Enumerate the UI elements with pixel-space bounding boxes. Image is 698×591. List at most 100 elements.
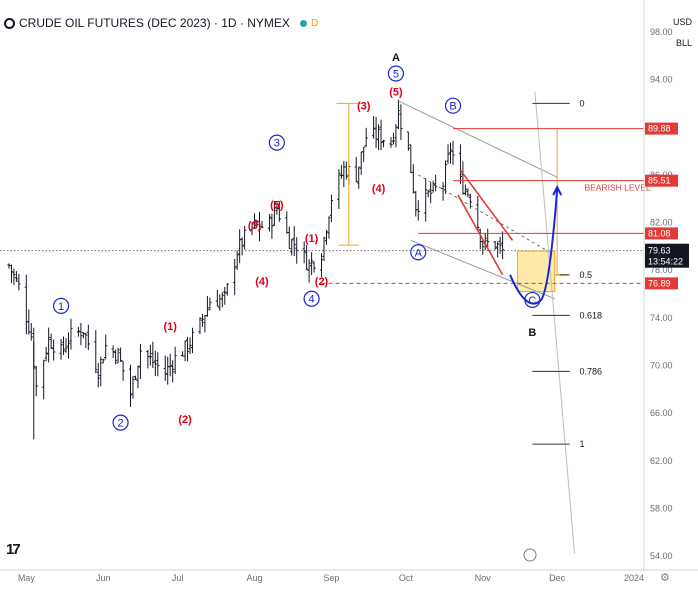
wave-label: (2) <box>178 414 192 426</box>
ohlc-bar <box>185 336 190 362</box>
ohlc-bar <box>49 333 53 350</box>
y-tick-label: 54.00 <box>650 551 673 561</box>
wave-circle <box>444 97 462 114</box>
ohlc-bar <box>389 137 393 148</box>
ohlc-bar <box>29 323 33 341</box>
projection-arrowhead <box>552 184 563 196</box>
ohlc-bar <box>240 237 244 256</box>
ohlc-bar <box>151 341 155 369</box>
x-tick-label: Nov <box>475 573 492 583</box>
x-tick-label: 2024 <box>624 573 644 583</box>
ohlc-bar <box>133 375 138 380</box>
ohlc-bar <box>148 344 152 366</box>
tradingview-logo: 17 <box>6 541 21 558</box>
x-tick-label: Jun <box>96 573 111 583</box>
market-status-icon <box>299 19 307 27</box>
ohlc-bar <box>362 146 366 162</box>
ohlc-bar <box>86 324 90 351</box>
ohlc-bar <box>198 317 202 334</box>
ohlc-bar <box>52 339 56 361</box>
wave-circle <box>112 414 129 431</box>
symbol-title[interactable]: CRUDE OIL FUTURES (DEC 2023) · 1D · NYME… <box>19 16 290 30</box>
y-tick-label: 94.00 <box>650 74 673 84</box>
y-tick-label: 70.00 <box>650 360 673 370</box>
channel-mid-dashed <box>418 174 550 253</box>
wave-label: (5) <box>389 86 403 98</box>
ohlc-bar <box>44 346 48 362</box>
ohlc-bar <box>163 355 167 381</box>
currency-selector[interactable]: USD <box>672 17 692 27</box>
ohlc-bar <box>243 225 247 250</box>
wave-label: (1) <box>163 321 177 333</box>
ohlc-bar <box>394 123 398 148</box>
ohlc-bar <box>461 161 465 195</box>
ohlc-bar <box>17 273 21 291</box>
ohlc-bar <box>399 104 403 140</box>
ohlc-bar <box>287 226 291 250</box>
unit-selector[interactable]: BLL <box>675 38 692 48</box>
ohlc-bar <box>302 241 306 264</box>
ohlc-bar <box>84 332 88 349</box>
wave-label: B <box>449 101 456 113</box>
ohlc-bar <box>7 263 11 269</box>
price-tag-label: 85.51 <box>648 176 671 186</box>
ohlc-bar <box>270 213 274 239</box>
ohlc-bar <box>146 349 150 369</box>
ohlc-bar <box>493 240 497 250</box>
ohlc-bar <box>463 184 467 196</box>
x-tick-label: Sep <box>323 573 339 583</box>
price-tag <box>645 227 678 240</box>
ohlc-bar <box>466 188 470 198</box>
ohlc-bar <box>34 365 38 397</box>
ohlc-bar <box>260 220 264 229</box>
ohlc-bar <box>114 349 118 365</box>
ohlc-bar <box>434 174 438 192</box>
price-tag-label: 76.89 <box>648 278 671 288</box>
ohlc-bar <box>481 240 485 255</box>
tradingview-circle-icon <box>4 17 15 29</box>
ohlc-bar <box>14 271 19 282</box>
ohlc-bar <box>309 252 314 276</box>
x-tick-label: Jul <box>172 573 184 583</box>
ohlc-bar <box>354 156 358 183</box>
ohlc-bar <box>277 201 281 222</box>
y-tick-label: 62.00 <box>650 456 673 466</box>
last-price-value: 79.63 <box>648 246 671 256</box>
fib-level-label: 0 <box>580 98 585 108</box>
ohlc-bar <box>218 294 222 311</box>
ohlc-bar <box>59 339 63 360</box>
wave-label: (4) <box>255 276 269 288</box>
fib-diagonal <box>534 91 576 554</box>
ohlc-bar <box>205 295 210 317</box>
ohlc-bar <box>9 264 14 284</box>
wave-circle <box>410 244 427 261</box>
ohlc-bar <box>94 330 98 374</box>
ohlc-bar <box>496 241 500 258</box>
ohlc-bar <box>99 356 103 387</box>
ohlc-bar <box>131 375 135 399</box>
ohlc-bar <box>111 345 115 358</box>
ohlc-bar <box>391 132 396 145</box>
wave-label: 4 <box>309 294 315 306</box>
wedge-lower <box>457 194 504 276</box>
ohlc-bar <box>446 144 450 164</box>
wave-label: 2 <box>118 418 124 430</box>
projection-curve <box>509 189 559 305</box>
analysis-drawings: 0 0.5 0.618 0.786 1 BEARISH LEVEL <box>0 91 651 554</box>
delay-flag: D <box>310 17 319 29</box>
y-tick-label: 66.00 <box>650 408 673 418</box>
ohlc-bar <box>441 182 445 201</box>
ohlc-bar <box>357 166 361 189</box>
ohlc-bar <box>79 322 83 346</box>
fib-level-label: 0.786 <box>580 366 603 376</box>
ohlc-bar <box>322 236 326 262</box>
gear-icon[interactable]: ⚙ <box>660 572 670 584</box>
ohlc-bar <box>121 360 125 381</box>
ohlc-bar <box>424 178 428 222</box>
ohlc-bar <box>257 211 262 242</box>
ohlc-bar <box>61 336 66 355</box>
ohlc-bar <box>364 127 368 147</box>
bearish-level-text: BEARISH LEVEL <box>584 183 650 193</box>
wave-circle <box>387 65 405 82</box>
